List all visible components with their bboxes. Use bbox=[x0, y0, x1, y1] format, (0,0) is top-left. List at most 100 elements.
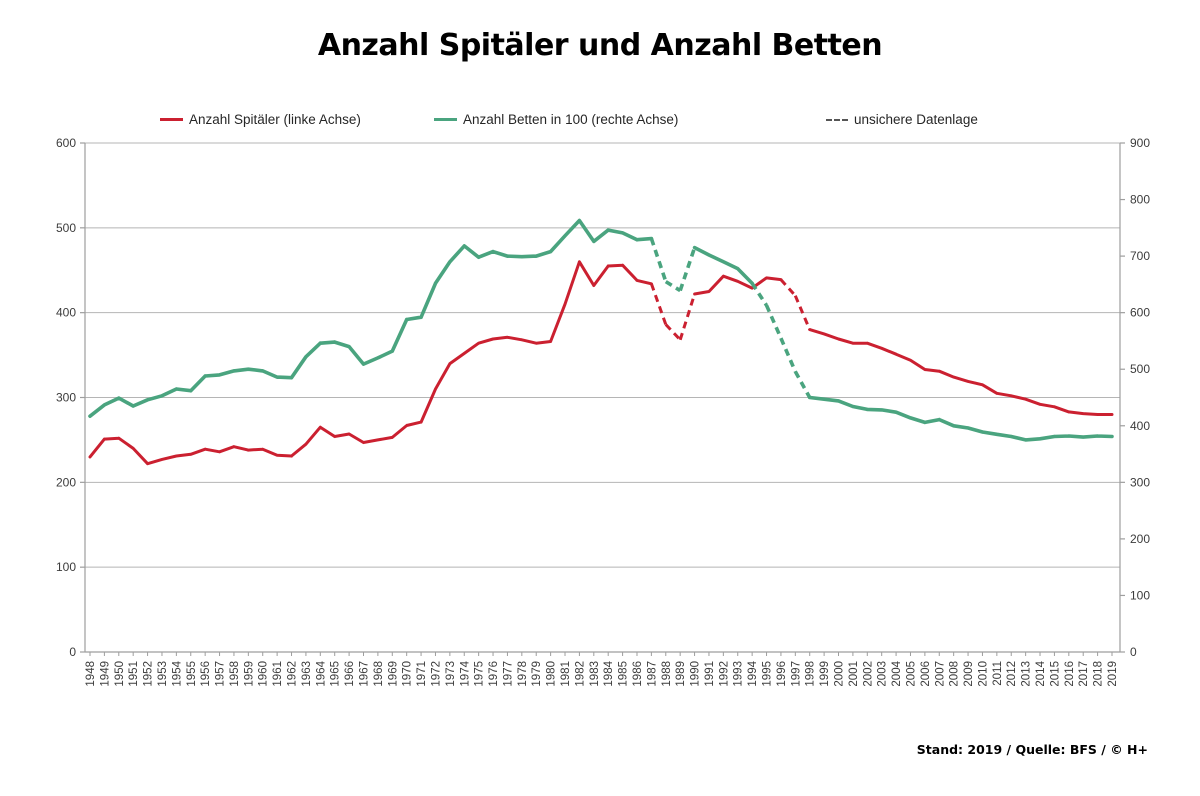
legend-item-spitaeler: Anzahl Spitäler (linke Achse) bbox=[160, 112, 361, 127]
svg-text:900: 900 bbox=[1130, 136, 1150, 150]
svg-text:1962: 1962 bbox=[287, 661, 299, 687]
svg-text:1971: 1971 bbox=[416, 661, 428, 687]
svg-text:100: 100 bbox=[56, 560, 76, 574]
legend-label-spitaeler: Anzahl Spitäler (linke Achse) bbox=[189, 112, 361, 127]
svg-text:1955: 1955 bbox=[186, 661, 198, 687]
svg-text:2015: 2015 bbox=[1049, 661, 1061, 687]
svg-text:2004: 2004 bbox=[891, 660, 903, 686]
series-betten-dashed-line bbox=[649, 238, 812, 399]
svg-text:2003: 2003 bbox=[877, 661, 889, 687]
svg-text:2018: 2018 bbox=[1093, 661, 1105, 687]
svg-text:1951: 1951 bbox=[128, 661, 140, 687]
svg-text:2011: 2011 bbox=[992, 661, 1004, 686]
dashed-line-swatch-icon bbox=[826, 118, 848, 121]
svg-text:1999: 1999 bbox=[819, 661, 831, 687]
svg-text:2009: 2009 bbox=[963, 661, 975, 687]
svg-text:2008: 2008 bbox=[949, 661, 961, 687]
right-axis-ticks: 0 100 200 300 400 500 600 700 800 900 bbox=[1120, 136, 1150, 659]
chart-legend: Anzahl Spitäler (linke Achse) Anzahl Bet… bbox=[0, 112, 1200, 134]
svg-text:400: 400 bbox=[56, 306, 76, 320]
svg-text:1974: 1974 bbox=[459, 660, 471, 686]
svg-text:1998: 1998 bbox=[805, 661, 817, 687]
svg-text:500: 500 bbox=[56, 221, 76, 235]
svg-text:1965: 1965 bbox=[330, 661, 342, 687]
svg-text:1990: 1990 bbox=[690, 661, 702, 687]
svg-text:400: 400 bbox=[1130, 419, 1150, 433]
svg-text:200: 200 bbox=[56, 475, 76, 489]
svg-text:1978: 1978 bbox=[517, 661, 529, 687]
svg-text:2016: 2016 bbox=[1064, 661, 1076, 687]
svg-text:1972: 1972 bbox=[430, 661, 442, 687]
svg-text:700: 700 bbox=[1130, 249, 1150, 263]
x-axis-ticks: 1948 1949 1950 1951 1952 1953 1954 1955 1956 1957… bbox=[85, 652, 1119, 687]
svg-text:0: 0 bbox=[69, 645, 76, 659]
svg-text:1969: 1969 bbox=[387, 661, 399, 687]
svg-text:2017: 2017 bbox=[1078, 661, 1090, 687]
svg-text:1963: 1963 bbox=[301, 661, 313, 687]
svg-text:1954: 1954 bbox=[171, 660, 183, 686]
svg-text:1970: 1970 bbox=[402, 661, 414, 687]
svg-text:300: 300 bbox=[56, 391, 76, 405]
svg-text:1983: 1983 bbox=[589, 661, 601, 687]
svg-text:2007: 2007 bbox=[934, 661, 946, 687]
svg-text:1982: 1982 bbox=[574, 661, 586, 687]
svg-text:1992: 1992 bbox=[718, 661, 730, 687]
svg-text:1953: 1953 bbox=[157, 661, 169, 687]
svg-text:2012: 2012 bbox=[1006, 661, 1018, 687]
svg-text:1993: 1993 bbox=[733, 661, 745, 687]
svg-text:1961: 1961 bbox=[272, 661, 284, 687]
svg-text:600: 600 bbox=[1130, 306, 1150, 320]
legend-item-uncertain: unsichere Datenlage bbox=[826, 112, 978, 127]
source-note: Stand: 2019 / Quelle: BFS / © H+ bbox=[916, 742, 1148, 757]
svg-text:1956: 1956 bbox=[200, 661, 212, 687]
series-spitaeler-dashed-line bbox=[649, 278, 812, 341]
series-betten-solid-line bbox=[88, 218, 1114, 442]
svg-text:1959: 1959 bbox=[243, 661, 255, 687]
svg-text:1957: 1957 bbox=[215, 661, 227, 687]
svg-text:1996: 1996 bbox=[776, 661, 788, 687]
svg-text:1986: 1986 bbox=[632, 661, 644, 687]
series-spitaeler-solid-line bbox=[88, 260, 1114, 466]
svg-text:1967: 1967 bbox=[358, 661, 370, 687]
left-axis-ticks: 0 100 200 300 400 500 600 bbox=[56, 136, 85, 659]
svg-text:1989: 1989 bbox=[675, 661, 687, 687]
svg-text:800: 800 bbox=[1130, 193, 1150, 207]
svg-text:500: 500 bbox=[1130, 362, 1150, 376]
svg-text:1981: 1981 bbox=[560, 661, 572, 687]
svg-text:1984: 1984 bbox=[603, 660, 615, 686]
svg-text:1960: 1960 bbox=[258, 661, 270, 687]
svg-text:1997: 1997 bbox=[790, 661, 802, 687]
svg-text:1977: 1977 bbox=[502, 661, 514, 687]
legend-label-uncertain: unsichere Datenlage bbox=[854, 112, 978, 127]
svg-text:100: 100 bbox=[1130, 588, 1150, 602]
legend-label-betten: Anzahl Betten in 100 (rechte Achse) bbox=[463, 112, 679, 127]
svg-text:1952: 1952 bbox=[143, 661, 155, 687]
svg-text:1958: 1958 bbox=[229, 661, 241, 687]
svg-text:2014: 2014 bbox=[1035, 660, 1047, 686]
svg-text:1950: 1950 bbox=[114, 661, 126, 687]
svg-text:1987: 1987 bbox=[646, 661, 658, 687]
svg-text:1964: 1964 bbox=[315, 660, 327, 686]
svg-text:2000: 2000 bbox=[834, 661, 846, 687]
svg-text:1949: 1949 bbox=[99, 661, 111, 687]
svg-text:1975: 1975 bbox=[474, 661, 486, 687]
svg-text:2013: 2013 bbox=[1021, 661, 1033, 687]
spitaeler-line-swatch-icon bbox=[160, 118, 183, 121]
svg-text:1980: 1980 bbox=[546, 661, 558, 687]
svg-text:1988: 1988 bbox=[661, 661, 673, 687]
series-betten bbox=[88, 218, 1114, 442]
svg-text:2006: 2006 bbox=[920, 661, 932, 687]
svg-text:1979: 1979 bbox=[531, 661, 543, 687]
svg-text:1948: 1948 bbox=[85, 661, 97, 687]
svg-text:200: 200 bbox=[1130, 532, 1150, 546]
series-spitaeler bbox=[88, 260, 1114, 466]
svg-text:2019: 2019 bbox=[1107, 661, 1119, 687]
svg-text:2010: 2010 bbox=[977, 661, 989, 687]
chart-title: Anzahl Spitäler und Anzahl Betten bbox=[317, 28, 883, 63]
gridlines bbox=[85, 142, 1120, 568]
svg-text:1985: 1985 bbox=[618, 661, 630, 687]
svg-text:1995: 1995 bbox=[762, 661, 774, 687]
svg-text:2002: 2002 bbox=[862, 661, 874, 687]
